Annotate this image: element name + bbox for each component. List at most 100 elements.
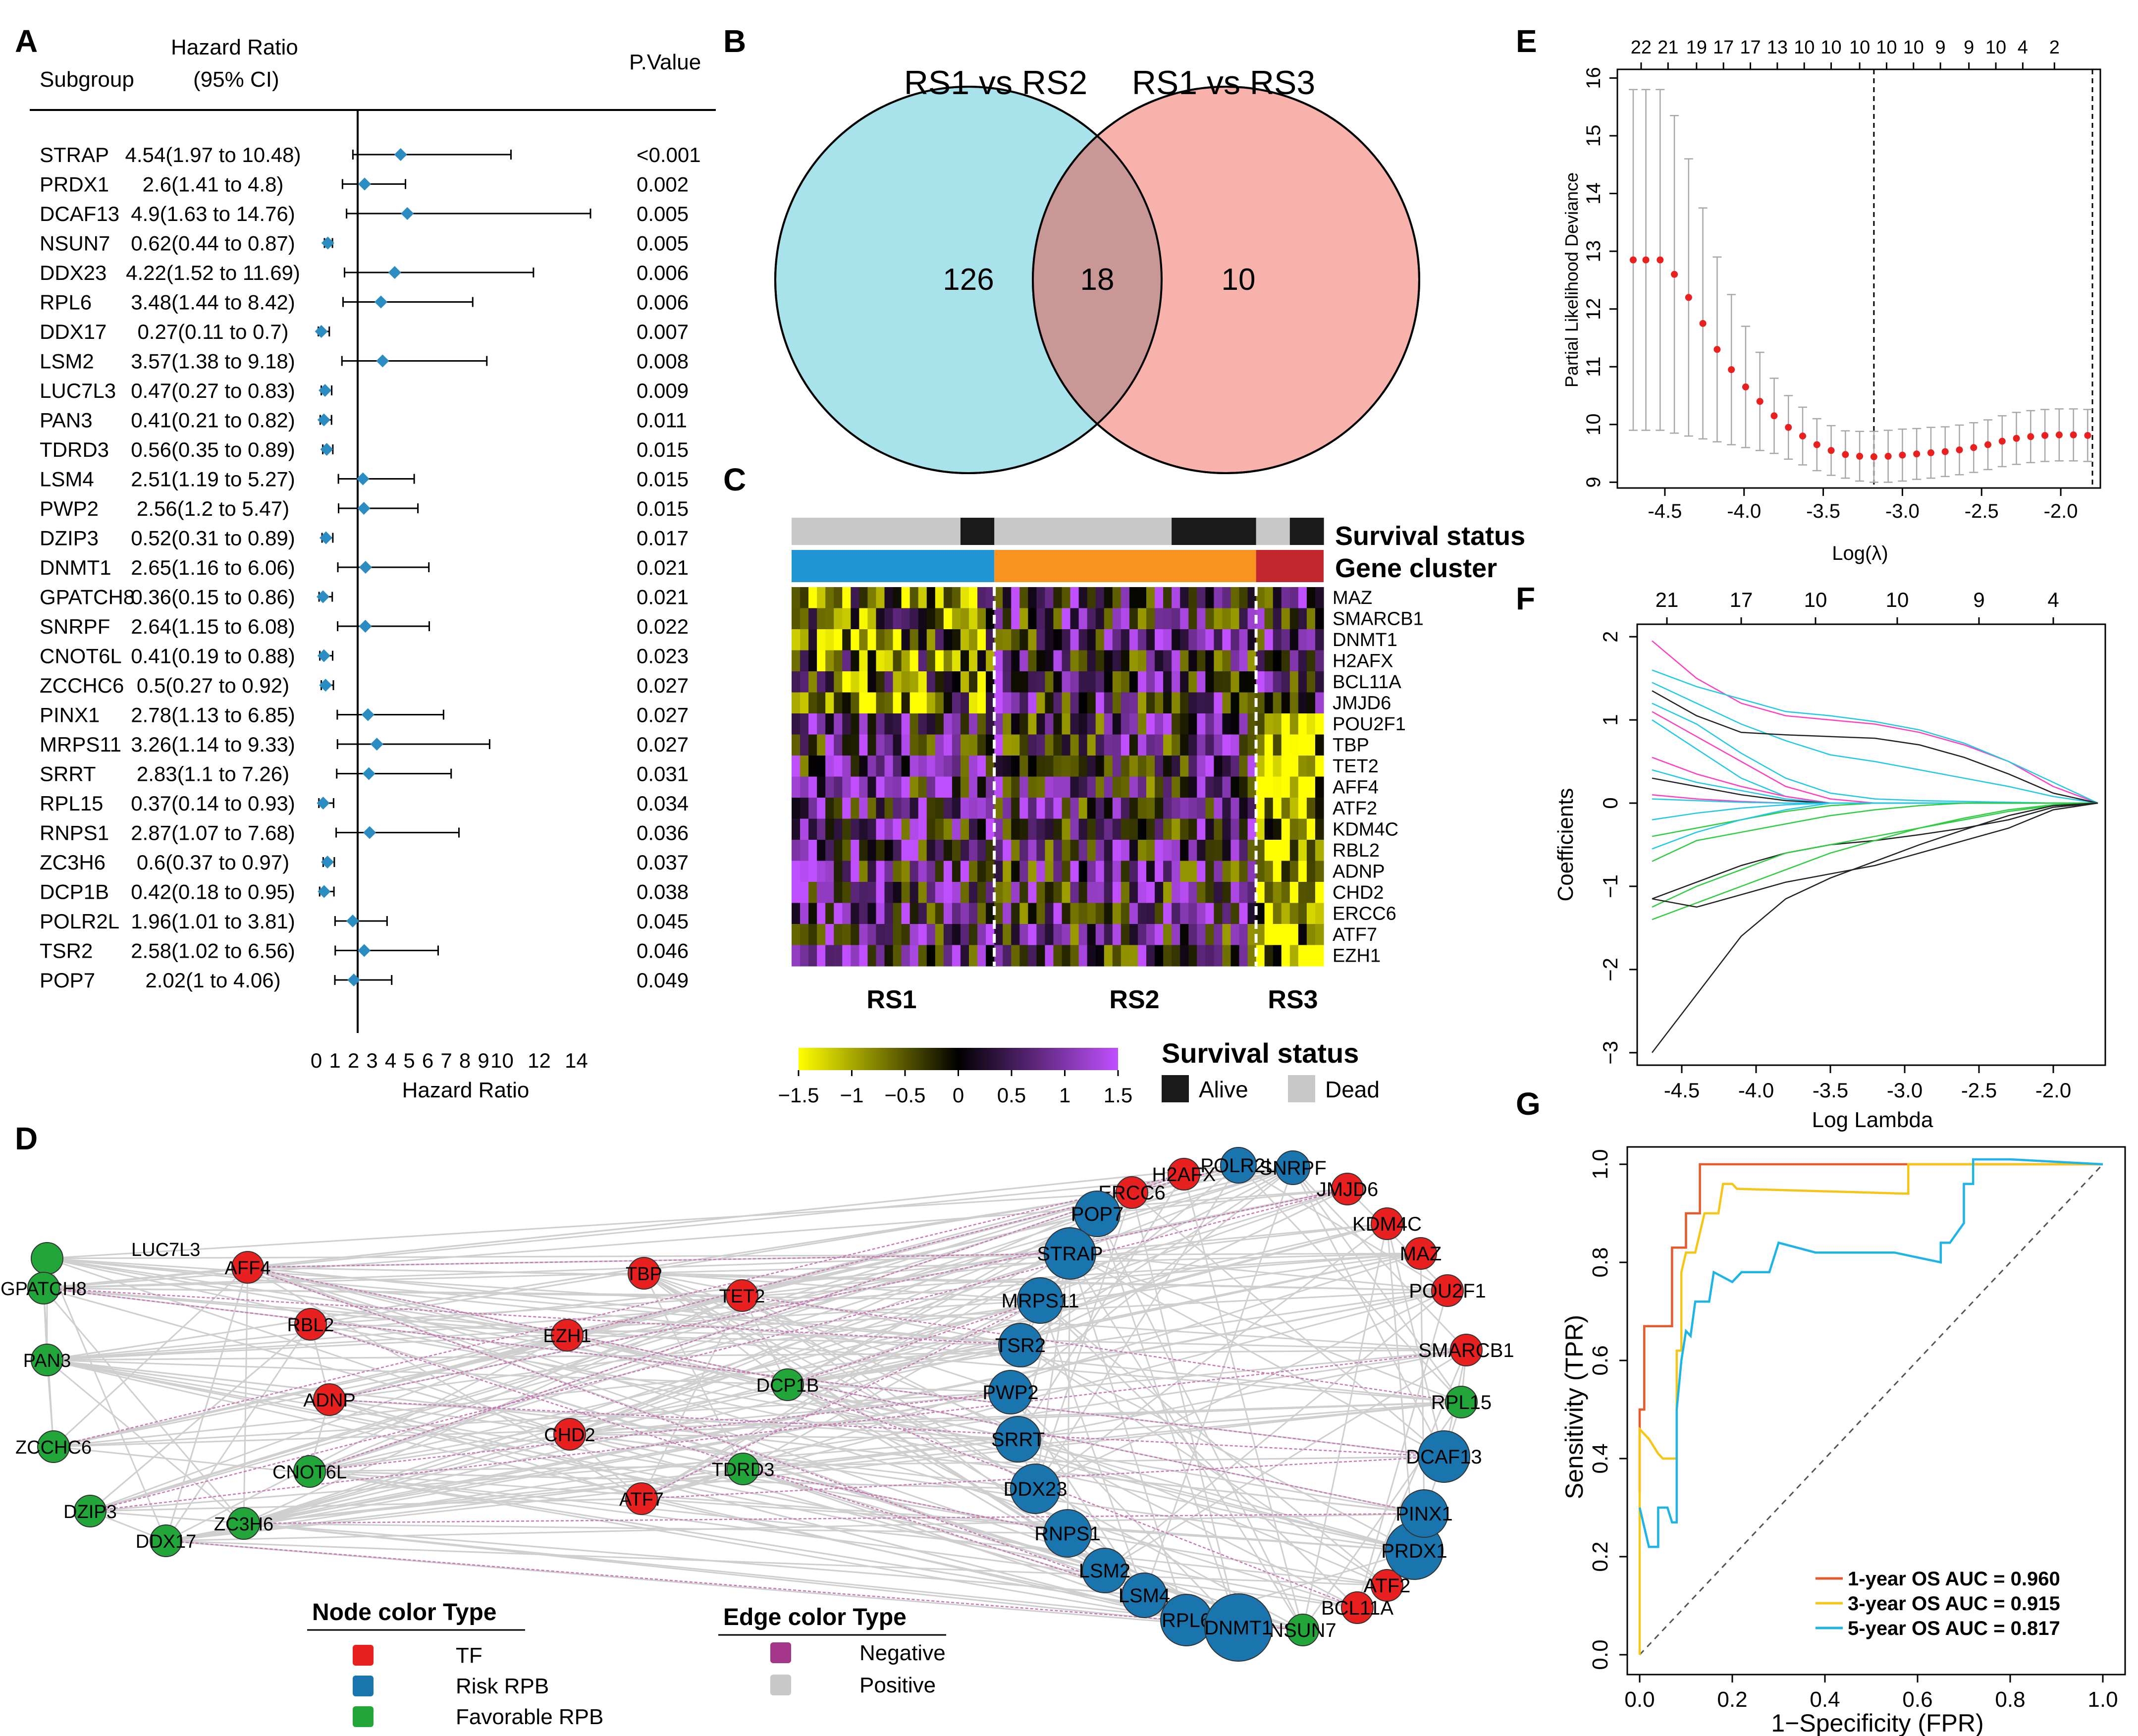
heatmap-cell <box>817 924 826 946</box>
heatmap-cell <box>1137 650 1147 672</box>
forest-ci-label: 0.41(0.21 to 0.82) <box>131 409 295 432</box>
heatmap-cell <box>876 734 885 756</box>
forest-gene-label: DCAF13 <box>40 202 119 225</box>
heatmap-cell <box>1137 818 1147 840</box>
heatmap-cell <box>1036 818 1046 840</box>
heatmap-cell <box>1003 629 1012 651</box>
heatmap-cell <box>800 903 809 924</box>
network-edge-negative <box>309 1391 1011 1472</box>
heatmap-cell <box>1095 692 1105 714</box>
edge-legend-swatch <box>770 1642 791 1663</box>
heatmap-cell <box>1188 608 1197 630</box>
heatmap-cell <box>1095 840 1105 862</box>
heatmap-cell <box>808 776 817 798</box>
heatmap-cell <box>859 756 868 777</box>
coef-series-line <box>1652 690 2098 804</box>
heatmap-cell <box>1256 587 1265 609</box>
heatmap-cell <box>1264 692 1274 714</box>
heatmap-cell <box>1003 776 1012 798</box>
heatmap-cell <box>969 945 978 967</box>
heatmap-cell <box>977 924 986 946</box>
heatmap-cell <box>952 734 961 756</box>
heatmap-cell <box>1146 650 1155 672</box>
heatmap-cell <box>800 861 809 882</box>
heatmap-cell <box>1070 776 1079 798</box>
heatmap-cell <box>851 882 859 904</box>
cv-mean-point <box>1799 433 1807 440</box>
heatmap-cell <box>1180 587 1189 609</box>
cv-top-tick-label: 21 <box>1657 37 1678 58</box>
heatmap-cell <box>909 945 919 967</box>
heatmap-cell <box>1281 608 1290 630</box>
heatmap-cell <box>1315 818 1324 840</box>
heatmap-cell <box>1112 756 1122 777</box>
cv-mean-point <box>2041 432 2049 439</box>
heatmap-cell <box>851 587 859 609</box>
heatmap-cell <box>926 798 936 819</box>
heatmap-cell <box>1205 713 1214 735</box>
heatmap-cell <box>918 840 927 862</box>
network-edge-positive <box>47 1359 1425 1515</box>
heatmap-cell <box>1306 840 1316 862</box>
heatmap-cell <box>943 734 953 756</box>
network-edge-positive <box>1069 1252 1444 1458</box>
heatmap-cell <box>1298 650 1307 672</box>
coef-ytick-label: 0 <box>1599 797 1622 809</box>
heatmap-cell <box>977 882 986 904</box>
heatmap-cell <box>1205 924 1214 946</box>
network-edge-negative <box>43 1287 1444 1458</box>
heatmap-cell <box>1315 882 1324 904</box>
heatmap-gene-label: ERCC6 <box>1333 904 1396 924</box>
heatmap-cell <box>1180 671 1189 693</box>
heatmap-cell <box>960 818 969 840</box>
heatmap-cell <box>986 734 995 756</box>
network-edge-positive <box>742 1295 1036 1490</box>
forest-point <box>356 472 370 486</box>
forest-pvalue-label: 0.038 <box>637 880 689 904</box>
heatmap-cell <box>842 903 851 924</box>
heatmap-cell <box>1121 608 1130 630</box>
heatmap-cell <box>935 587 944 609</box>
edge-legend-title: Edge color Type <box>723 1604 907 1630</box>
heatmap-cell <box>1137 776 1147 798</box>
heatmap-cell <box>1003 671 1012 693</box>
network-node-favorable <box>727 1453 759 1485</box>
heatmap-cell <box>1247 608 1257 630</box>
heatmap-cell <box>867 924 877 946</box>
heatmap-cell <box>1273 629 1282 651</box>
network-edge-positive <box>1020 1344 1388 1586</box>
forest-gene-label: SRRT <box>40 762 96 786</box>
cv-top-tick-label: 22 <box>1631 37 1652 58</box>
heatmap-cell <box>1247 882 1257 904</box>
heatmap-cell <box>1087 608 1096 630</box>
heatmap-cell <box>1129 734 1138 756</box>
survival-cell <box>1155 518 1164 545</box>
heatmap-cell <box>969 608 978 630</box>
network-edge-positive <box>1010 1167 1293 1393</box>
heatmap-cell <box>1137 692 1147 714</box>
heatmap-cell <box>834 587 843 609</box>
heatmap-cell <box>977 840 986 862</box>
heatmap-cell <box>1078 861 1088 882</box>
heatmap-cell <box>1078 629 1088 651</box>
network-node-tf <box>1331 1173 1364 1205</box>
colorbar <box>799 1048 1118 1070</box>
survival-cell <box>1028 518 1037 545</box>
network-edge-positive <box>1069 1223 1388 1254</box>
heatmap-cell <box>1062 924 1071 946</box>
heatmap-cell <box>884 608 894 630</box>
heatmap-cell <box>1214 692 1223 714</box>
network-edge-positive <box>1069 1253 1187 1621</box>
heatmap-cell <box>1197 861 1206 882</box>
heatmap-cell <box>952 818 961 840</box>
heatmap-cell <box>1180 861 1189 882</box>
roc-xtick-label: 0.8 <box>1995 1687 2025 1712</box>
forest-xtick-label: 7 <box>440 1049 452 1072</box>
forest-gene-label: ZC3H6 <box>40 851 106 874</box>
heatmap-cell <box>1104 587 1113 609</box>
heatmap-cell <box>1028 776 1037 798</box>
network-node-label: GPATCH8 <box>0 1279 87 1300</box>
cv-ytick-label: 13 <box>1583 240 1604 263</box>
heatmap-cell <box>1028 818 1037 840</box>
heatmap-cell <box>1180 734 1189 756</box>
